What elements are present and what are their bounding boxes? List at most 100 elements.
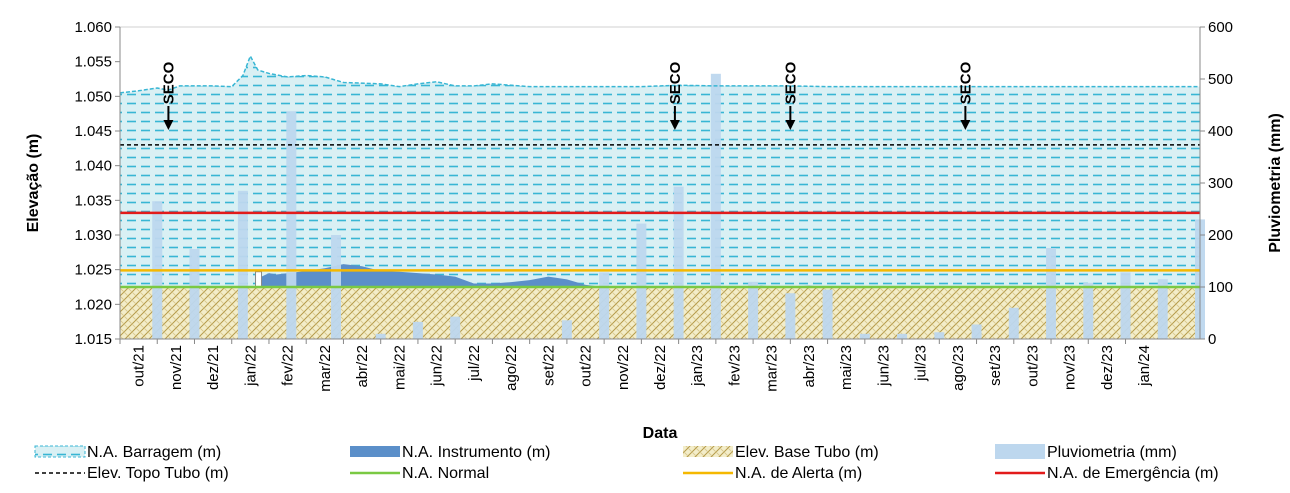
annotations: SECO SECO SECO SECO xyxy=(160,61,974,130)
x-tick-label: out/23 xyxy=(1024,345,1041,387)
x-tick-label: out/22 xyxy=(578,345,595,387)
legend-item: N.A. de Emergência (m) xyxy=(995,465,1219,482)
legend-item: Elev. Base Tubo (m) xyxy=(683,444,879,461)
seco-arrow-head xyxy=(669,120,680,130)
pluviometria-bar xyxy=(286,111,297,340)
x-tick-label: mai/23 xyxy=(838,345,855,390)
x-tick-label: out/21 xyxy=(131,345,148,387)
legend-item: N.A. Barragem (m) xyxy=(34,444,221,461)
elev-base-tubo-area xyxy=(120,287,1200,339)
pluviometria-bar xyxy=(1046,248,1057,339)
y-left-tick-label: 1.045 xyxy=(74,123,112,140)
x-tick-label: mar/23 xyxy=(764,345,781,392)
y-right-tick-label: 300 xyxy=(1208,175,1233,192)
legend-label: Elev. Base Tubo (m) xyxy=(735,444,879,461)
y-axis-right-title: Pluviometria (mm) xyxy=(1267,113,1284,253)
x-tick-label: jan/23 xyxy=(689,345,706,387)
x-tick-label: jul/22 xyxy=(466,345,483,382)
legend: N.A. Barragem (m) N.A. Instrumento (m) Ele… xyxy=(34,444,1219,482)
legend-label: N.A. Instrumento (m) xyxy=(402,444,550,461)
seco-arrow-head xyxy=(960,120,971,130)
elev-base-tubo-fill xyxy=(120,287,1200,339)
pluviometria-bar xyxy=(1008,307,1019,339)
x-tick-label: jan/22 xyxy=(242,345,259,387)
seco-label: SECO xyxy=(667,61,684,104)
x-tick-label: nov/21 xyxy=(168,345,185,390)
na-barragem-fill xyxy=(120,56,1200,340)
x-tick-label: nov/22 xyxy=(615,345,632,390)
y-right-tick-label: 200 xyxy=(1208,227,1233,244)
x-tick-label: mai/22 xyxy=(391,345,408,390)
x-tick-label: dez/23 xyxy=(1099,345,1116,390)
x-tick-label: fev/23 xyxy=(726,345,743,386)
x-tick-label: ago/23 xyxy=(950,345,967,391)
pluviometria-bar xyxy=(897,333,908,339)
pluviometria-bar xyxy=(450,316,461,339)
pluviometria-bar xyxy=(1120,272,1131,339)
seco-label: SECO xyxy=(782,61,799,104)
y-left-tick-label: 1.030 xyxy=(74,227,112,244)
y-right-tick-label: 400 xyxy=(1208,123,1233,140)
pluviometria-bar xyxy=(636,223,647,339)
x-axis-title: Data xyxy=(643,425,678,442)
pluviometria-bar xyxy=(412,321,423,339)
x-tick-label: set/23 xyxy=(987,345,1004,386)
y-left-tick-label: 1.040 xyxy=(74,158,112,175)
x-tick-label: abr/22 xyxy=(354,345,371,388)
pluviometria-bar xyxy=(599,272,610,339)
y-right-tick-label: 0 xyxy=(1208,331,1216,348)
legend-swatch xyxy=(995,444,1045,459)
x-tick-label: jan/24 xyxy=(1136,345,1153,387)
pluviometria-bar xyxy=(189,249,200,339)
axes: 1.015 1.020 1.025 1.030 1.035 1.040 1.045 1.050… xyxy=(74,19,1233,392)
x-tick-label: jul/23 xyxy=(913,345,930,382)
legend-item: N.A. Instrumento (m) xyxy=(350,444,550,461)
x-tick-label: dez/21 xyxy=(205,345,222,390)
pluviometria-bar xyxy=(673,186,684,339)
y-axis-left-title: Elevação (m) xyxy=(25,134,42,233)
y-right-tick-label: 600 xyxy=(1208,19,1233,36)
na-barragem-area xyxy=(120,56,1200,340)
seco-label: SECO xyxy=(160,61,177,104)
legend-swatch xyxy=(350,446,400,457)
seco-arrow-head xyxy=(163,120,174,130)
pluviometria-bar xyxy=(822,289,833,339)
y-right-tick-label: 500 xyxy=(1208,71,1233,88)
legend-label: Elev. Topo Tubo (m) xyxy=(87,465,229,482)
pluviometria-bar xyxy=(237,190,248,339)
legend-item: N.A. Normal xyxy=(350,465,489,482)
y-left-tick-label: 1.035 xyxy=(74,192,112,209)
na-barragem-line xyxy=(119,54,1200,94)
x-tick-label: ago/22 xyxy=(503,345,520,391)
legend-label: N.A. de Alerta (m) xyxy=(735,465,862,482)
pluviometria-bar xyxy=(971,324,982,339)
pluviometria-bar xyxy=(748,281,759,339)
pluviometria-bar xyxy=(710,73,721,340)
pluviometria-bar xyxy=(934,332,945,339)
legend-item: Elev. Topo Tubo (m) xyxy=(35,465,229,482)
na-instrumento-start-marker xyxy=(255,271,263,288)
pluviometria-bar xyxy=(1157,279,1168,339)
x-tick-label: mar/22 xyxy=(317,345,334,392)
legend-item: Pluviometria (mm) xyxy=(995,444,1177,461)
x-tick-label: abr/23 xyxy=(801,345,818,388)
y-left-tick-label: 1.060 xyxy=(74,19,112,36)
y-left-tick-label: 1.015 xyxy=(74,331,112,348)
legend-label: N.A. Barragem (m) xyxy=(87,444,221,461)
x-tick-label: set/22 xyxy=(540,345,557,386)
x-tick-label: jun/23 xyxy=(875,345,892,387)
na-barragem-outline xyxy=(119,54,1200,94)
x-tick-label: dez/22 xyxy=(652,345,669,390)
reference-lines xyxy=(120,144,1200,289)
x-tick-label: fev/22 xyxy=(280,345,297,386)
legend-label: Pluviometria (mm) xyxy=(1047,444,1177,461)
x-tick-label: nov/23 xyxy=(1062,345,1079,390)
legend-label: N.A. Normal xyxy=(402,465,489,482)
pluviometria-bar xyxy=(561,320,572,339)
na-instrumento-fill xyxy=(261,264,865,287)
x-tick-label: jun/22 xyxy=(429,345,446,387)
y-left-tick-label: 1.050 xyxy=(74,88,112,105)
seco-label: SECO xyxy=(957,61,974,104)
seco-arrow-head xyxy=(785,120,796,130)
